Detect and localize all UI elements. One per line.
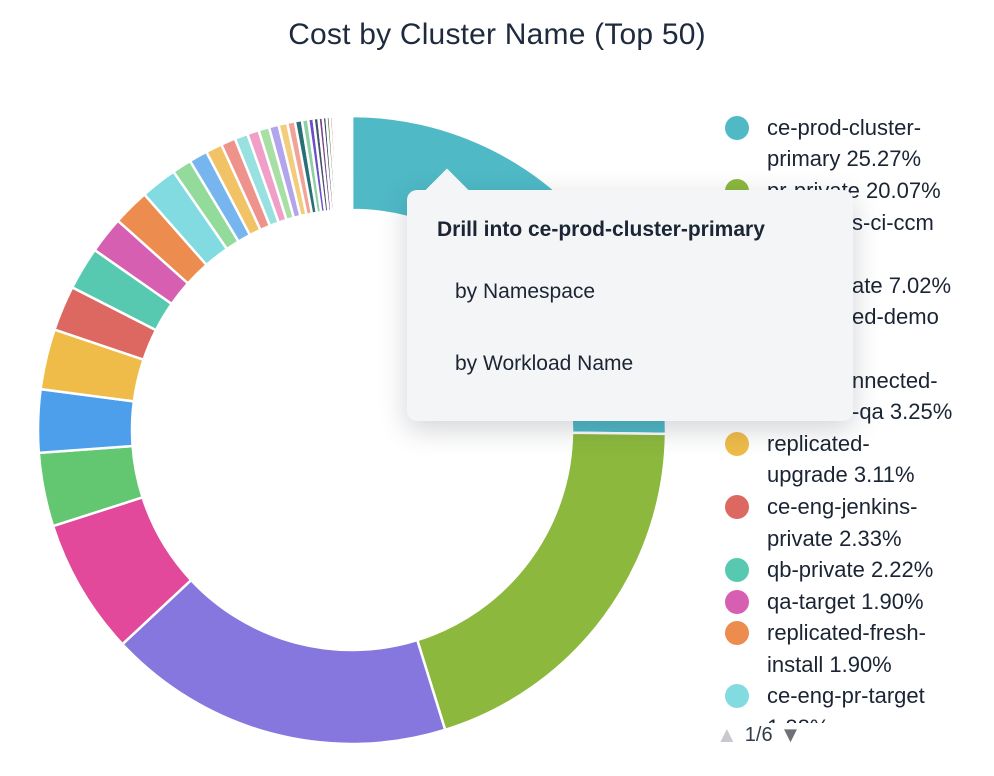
legend-line[interactable]: -qa 3.25% (715, 396, 994, 428)
legend-item-label[interactable]: ed-demo (852, 304, 939, 330)
legend-item-label[interactable]: ce-eng-jenkins- (767, 493, 918, 519)
legend-prev-page-icon[interactable]: ▲ (716, 722, 738, 747)
legend-item-label[interactable]: qa-target 1.90% (767, 588, 924, 614)
panel-title: Cost by Cluster Name (Top 50) (288, 18, 706, 51)
legend-line[interactable]: install 1.90% (715, 649, 994, 681)
legend-item-label[interactable]: ate 7.02% (852, 272, 952, 298)
legend-line[interactable]: ce-eng-pr-target (715, 681, 994, 713)
legend-series-bullet-icon[interactable] (725, 558, 749, 583)
legend-line[interactable]: replicated-fresh- (715, 618, 994, 650)
legend-line[interactable]: ce-prod-cluster- (715, 112, 994, 144)
legend: ce-prod-cluster-primary 25.27% pr-private… (715, 112, 994, 723)
legend-line[interactable]: ate 7.02% (715, 270, 994, 302)
legend-line[interactable]: primary 25.27% (715, 144, 994, 176)
legend-item-label[interactable]: replicated- (767, 430, 870, 456)
legend-line[interactable]: private 2.33% (715, 523, 994, 555)
drilldown-menu-title: Drill into ce-prod-cluster-primary (437, 218, 765, 241)
legend-line[interactable]: 1.88% (715, 712, 994, 723)
legend-line[interactable]: nnected- (715, 365, 994, 397)
legend-item-label[interactable]: upgrade 3.11% (767, 462, 915, 488)
legend-item-label[interactable]: s-ci-ccm (852, 209, 934, 235)
legend-line[interactable]: ed-demo (715, 302, 994, 334)
pie-slice-pr-private[interactable] (416, 431, 668, 732)
legend-line[interactable]: qa-target 1.90% (715, 586, 994, 618)
legend-series-bullet-icon[interactable] (725, 589, 749, 614)
legend-item-label[interactable]: -qa 3.25% (852, 399, 953, 425)
legend-line[interactable]: upgrade 3.11% (715, 460, 994, 492)
legend-item-label[interactable]: qb-private 2.22% (767, 557, 934, 583)
legend-line[interactable]: ce-eng-jenkins- (715, 491, 994, 523)
legend-series-bullet-icon[interactable] (725, 115, 749, 140)
drilldown-menu: Drill into ce-prod-cluster-primary by Na… (407, 168, 853, 421)
legend-item-label[interactable]: install 1.90% (767, 651, 892, 677)
legend-item-label[interactable]: nnected- (852, 367, 938, 393)
legend-line[interactable]: qb-private 2.22% (715, 554, 994, 586)
legend-series-bullet-icon[interactable] (725, 494, 749, 519)
legend-series-bullet-icon[interactable] (725, 621, 749, 646)
drilldown-by-namespace[interactable]: by Namespace (455, 280, 596, 303)
legend-item-label[interactable]: primary 25.27% (767, 146, 922, 172)
legend-line[interactable]: replicated- (715, 428, 994, 460)
legend-item-label[interactable]: private 2.33% (767, 525, 902, 551)
legend-series-bullet-icon[interactable] (725, 431, 749, 456)
legend-series-bullet-icon[interactable] (725, 684, 749, 709)
legend-item-label[interactable]: 1.88% (767, 715, 829, 723)
drilldown-by-workload-name[interactable]: by Workload Name (455, 352, 634, 375)
legend-next-page-icon[interactable]: ▼ (779, 722, 802, 747)
legend-item-label[interactable]: replicated-fresh- (767, 620, 926, 646)
legend-line[interactable]: s-ci-ccm (715, 207, 994, 239)
pie-slice-s-ci-ccm[interactable] (121, 578, 447, 746)
legend-pagination: ▲ 1/6 ▼ (716, 722, 801, 748)
legend-page-indicator: 1/6 (744, 723, 773, 746)
legend-item-label[interactable]: ce-prod-cluster- (767, 114, 922, 140)
legend-item-label[interactable]: ce-eng-pr-target (767, 683, 925, 709)
